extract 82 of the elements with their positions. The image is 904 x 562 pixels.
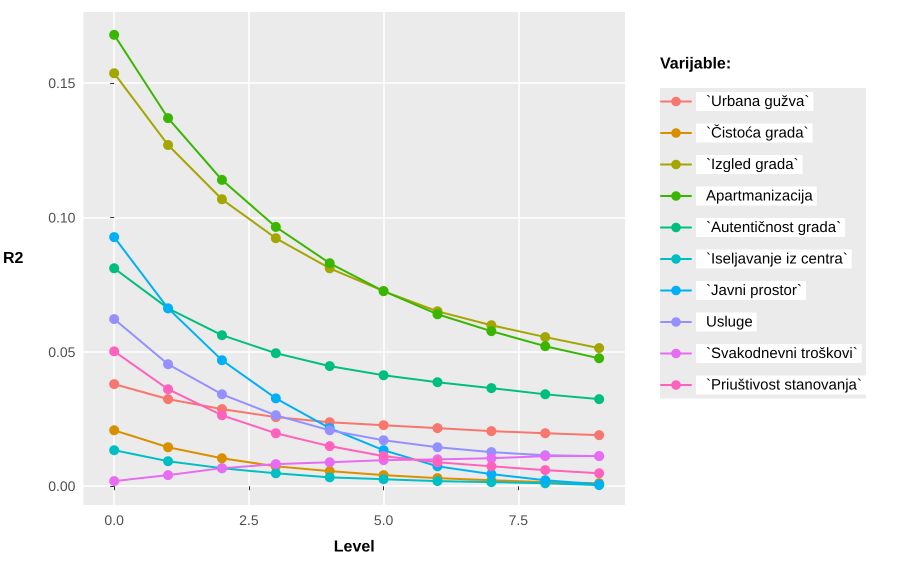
point (109, 445, 120, 456)
point (216, 174, 227, 185)
point (270, 393, 281, 404)
legend-label: Usluge (706, 314, 753, 330)
point (540, 465, 550, 476)
point (163, 140, 174, 150)
point (432, 377, 442, 388)
point (109, 263, 120, 274)
point (109, 232, 120, 242)
legend-label: `Urbana gužva` (706, 93, 810, 110)
point (378, 474, 389, 484)
point (216, 453, 227, 464)
point (109, 68, 120, 78)
point (163, 456, 174, 466)
point (270, 348, 281, 358)
y-tick-label: 0.10 (48, 210, 76, 226)
point (486, 383, 496, 394)
y-tick-label: 0.00 (48, 478, 76, 494)
point (216, 330, 227, 340)
point (324, 258, 335, 268)
x-tick-label: 7.5 (508, 512, 528, 528)
point (270, 233, 281, 244)
point (594, 343, 604, 354)
legend-label: Apartmanizacija (706, 188, 814, 204)
legend-label: `Iseljavanje iz centra` (706, 250, 848, 268)
point (109, 425, 120, 436)
point (486, 326, 496, 336)
point (109, 346, 120, 356)
point (378, 420, 389, 430)
point (163, 442, 174, 452)
point (432, 476, 442, 486)
point (432, 423, 442, 434)
x-axis-title: Level (334, 538, 375, 556)
point (432, 309, 442, 320)
point (594, 353, 604, 364)
y-tick-label: 0.15 (48, 75, 76, 92)
point (594, 468, 604, 478)
point (109, 476, 120, 486)
point (432, 442, 442, 452)
point (540, 332, 550, 342)
x-tick-label: 0.0 (104, 512, 124, 528)
y-tick-label: 0.05 (48, 344, 76, 360)
legend-label: `Javni prostor` (706, 282, 802, 299)
point (109, 30, 120, 40)
legend-label: `Priuštivost stanovanja` (706, 376, 862, 394)
point (109, 314, 120, 324)
point (163, 384, 174, 394)
point (163, 470, 174, 480)
legend-label: `Izgled grada` (706, 156, 799, 173)
point (216, 410, 227, 420)
legend-label: `Autentičnost grada` (706, 219, 842, 236)
point (594, 430, 604, 440)
point (432, 457, 442, 468)
x-tick-label: 5.0 (374, 512, 394, 528)
legend-title: Varijable: (660, 56, 732, 72)
point (216, 389, 227, 400)
point (324, 472, 335, 482)
point (109, 379, 120, 390)
point (540, 428, 550, 438)
point (540, 389, 550, 400)
point (486, 426, 496, 436)
point (540, 341, 550, 352)
point (216, 194, 227, 204)
point (163, 359, 174, 370)
point (594, 394, 604, 404)
point (324, 457, 335, 468)
point (324, 361, 335, 372)
point (216, 355, 227, 366)
point (163, 113, 174, 124)
point (270, 428, 281, 438)
point (270, 222, 281, 232)
point (378, 370, 389, 380)
y-axis-title: R2 (3, 250, 24, 267)
point (324, 441, 335, 452)
point (163, 394, 174, 404)
point (270, 468, 281, 478)
point (486, 461, 496, 472)
point (378, 435, 389, 446)
point (378, 451, 389, 462)
legend-label: `Čistoća grada` (706, 124, 809, 142)
legend-label: `Svakodnevni troškovi` (706, 345, 858, 362)
x-tick-label: 2.5 (239, 512, 259, 528)
